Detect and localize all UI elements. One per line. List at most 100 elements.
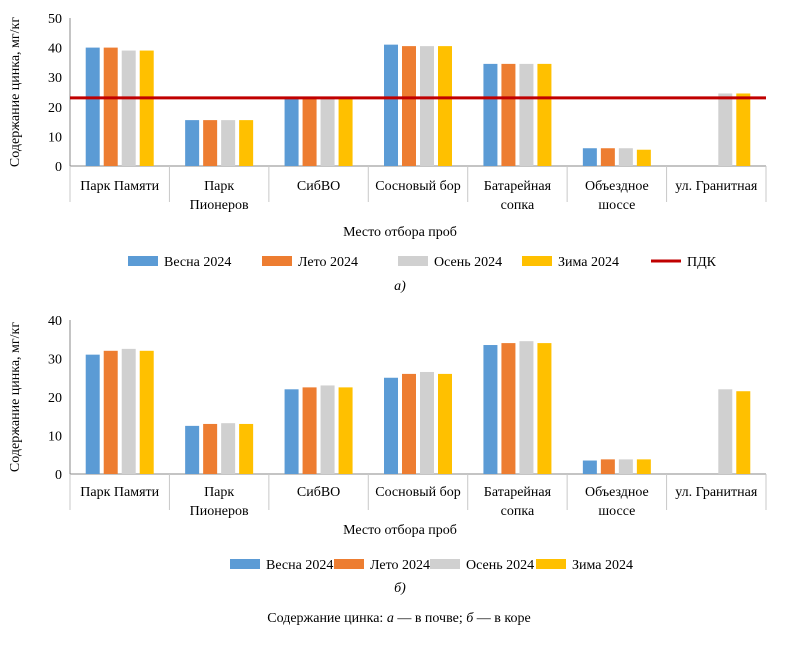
y-tick-label: 10 [48,130,62,145]
x-axis-title: Место отбора проб [343,523,457,538]
bar [103,47,118,166]
x-category-label: Парк Памяти [80,485,159,500]
bar [736,391,751,474]
panel-label: б) [394,581,406,596]
bar [203,120,218,166]
bar [582,460,597,474]
bar [718,389,733,474]
y-axis-title: Содержание цинка, мг/кг [8,322,23,472]
bar [221,423,236,474]
legend-label: Зима 2024 [572,558,633,573]
bar [402,373,416,474]
bar [438,46,452,167]
legend-label: Весна 2024 [164,255,231,270]
legend-swatch [334,559,364,569]
x-category-label: Парк [204,179,234,194]
bar [338,387,353,474]
x-category-label: Объездное [585,179,649,194]
bar [600,148,615,166]
legend-label: Зима 2024 [558,255,619,270]
y-tick-label: 20 [48,391,62,406]
bar [736,93,751,166]
x-category-label: сопка [501,198,535,213]
x-axis-title: Место отбора проб [343,225,457,240]
bar [402,46,416,167]
legend-label: Весна 2024 [266,558,333,573]
bar [302,97,317,166]
x-category-label: Парк Памяти [80,179,159,194]
legend-label: Лето 2024 [298,255,358,270]
legend-swatch [430,559,460,569]
bar [284,97,299,166]
y-axis-title: Содержание цинка, мг/кг [8,17,23,167]
bar [85,354,100,474]
bar [384,377,398,474]
bar [420,46,434,167]
bar [121,348,136,474]
legend-swatch [230,559,260,569]
bar [338,97,353,166]
bar [203,423,218,474]
bar [618,459,633,474]
legend-swatch [536,559,566,569]
x-category-label: шоссе [598,504,635,519]
bar [537,343,552,474]
x-category-label: Объездное [585,485,649,500]
x-category-label: шоссе [598,198,635,213]
x-category-label: Сосновый бор [375,179,461,194]
bar [239,423,254,474]
caption-b-text: — в коре [473,611,531,626]
caption-a-label: а [386,611,394,626]
bar [483,345,498,474]
y-tick-label: 40 [48,42,62,57]
bar [718,93,733,166]
y-tick-label: 20 [48,101,62,116]
bar [438,373,452,474]
legend-label: ПДК [687,255,717,270]
bar [284,389,299,474]
x-category-label: СибВО [297,179,340,194]
panel-label: а) [394,279,406,294]
x-category-label: ул. Гранитная [675,485,758,500]
y-tick-label: 0 [55,160,62,175]
bar [239,120,254,166]
caption-a-text: — в почве; [393,611,467,626]
figure-caption: Содержание цинка: а — в почве; б — в кор… [0,611,798,627]
chart-panel-a: 0 10 20 30 40 50 Парк Памяти Парк Пионеров СибВО С… [8,12,767,294]
x-category-label: Пионеров [190,198,249,213]
bar [320,385,335,474]
y-tick-label: 0 [55,468,62,483]
bar [384,44,398,166]
legend-swatch [128,256,158,266]
bar [185,425,200,474]
caption-prefix: Содержание цинка: [267,611,387,626]
y-tick-label: 40 [48,314,62,329]
bar [103,350,118,474]
bar [636,149,651,166]
x-category-label: Парк [204,485,234,500]
bar [501,63,516,166]
bar [582,148,597,166]
bar [501,343,516,474]
legend-swatch [522,256,552,266]
x-category-label: СибВО [297,485,340,500]
bar [302,387,317,474]
bar [85,47,100,166]
bar [519,341,534,474]
x-category-label: Пионеров [190,504,249,519]
bar [320,97,335,166]
legend-label: Осень 2024 [434,255,502,270]
y-tick-label: 30 [48,71,62,86]
legend: Весна 2024 Лето 2024 Осень 2024 Зима 2024 [230,558,633,573]
x-category-label: Сосновый бор [375,485,461,500]
bar [139,50,154,167]
legend-swatch [262,256,292,266]
legend-label: Лето 2024 [370,558,430,573]
bar [420,371,434,474]
bar [121,50,136,167]
bar [221,120,236,166]
legend-swatch [398,256,428,266]
bar [483,63,498,166]
bar [139,350,154,474]
